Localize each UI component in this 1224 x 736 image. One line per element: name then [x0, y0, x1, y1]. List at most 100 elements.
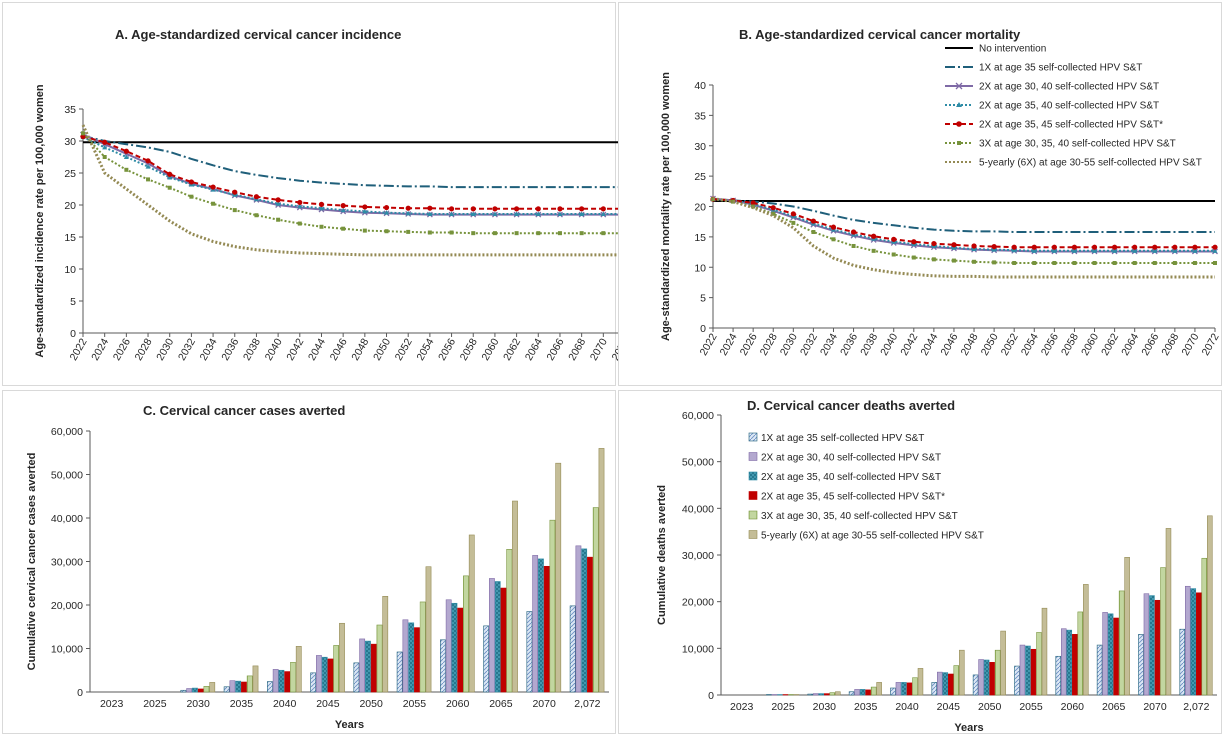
data-point-s3x: [601, 231, 606, 236]
data-point-s2x3545: [951, 242, 957, 248]
data-point-s2x3545: [102, 139, 108, 145]
x-tick-label: 2035: [230, 698, 254, 710]
x-tick-label: 2065: [1102, 701, 1126, 713]
data-point-s2x3540: [123, 154, 129, 159]
data-point-s3x: [81, 131, 85, 136]
data-point-s3x: [1132, 260, 1137, 265]
data-point-s3x: [1172, 260, 1177, 265]
data-point-s3x: [384, 229, 389, 234]
y-tick-label: 35: [64, 104, 76, 116]
y-tick-label: 20: [694, 202, 706, 214]
data-point-s2x3545: [1132, 244, 1138, 250]
bar-s2x3040: [978, 659, 984, 696]
bar-s2x3040: [1061, 628, 1067, 696]
x-tick-label: 2030: [154, 336, 176, 362]
data-point-s2x3545: [514, 206, 520, 212]
bar-s1x35: [1014, 665, 1020, 696]
bar-s1x35: [310, 672, 317, 693]
legend-label: 2X at age 35, 45 self-collected HPV S&T*: [761, 492, 945, 503]
y-tick-label: 10: [694, 262, 706, 274]
y-tick-label: 0: [700, 323, 706, 335]
x-tick-label: 2026: [738, 331, 760, 357]
data-point-s3x: [189, 194, 194, 199]
data-point-s2x3545: [891, 236, 897, 242]
legend-label: 2X at age 30, 40 self-collected HPV S&T: [761, 453, 941, 464]
data-point-s2x3540: [362, 208, 368, 214]
bar-s2x3545: [587, 556, 593, 693]
data-point-s2x3545: [253, 194, 260, 200]
bar-s2x3545: [1030, 648, 1037, 696]
x-tick-label: 2036: [838, 331, 860, 357]
bar-s2x3545: [241, 681, 247, 693]
x-tick-label: 2048: [349, 336, 371, 362]
y-axis-label: Age-standardized mortality rate per 100,…: [660, 72, 672, 341]
cases-averted-bar-chart: C. Cervical cancer cases averted Cumulati…: [26, 403, 609, 731]
bar-s1x35: [267, 681, 273, 693]
bar-s2x3540: [1066, 629, 1073, 696]
bar-s5y: [252, 665, 259, 693]
data-point-s3x: [831, 237, 836, 242]
bar-s2x3540: [538, 558, 544, 693]
legend-label: 5-yearly (6X) at age 30-55 self-collecte…: [979, 158, 1202, 169]
y-tick-label: 25: [64, 168, 76, 180]
data-point-s3x: [1032, 260, 1037, 265]
x-tick-label: 2032: [798, 331, 820, 357]
y-tick-label: 0: [70, 328, 76, 340]
data-point-s2x3545: [1091, 244, 1098, 250]
data-point-s3x: [102, 155, 107, 159]
legend-swatch-s2x3540: [748, 471, 758, 481]
data-point-s2x3545: [579, 206, 585, 212]
bar-s1x35: [223, 686, 230, 693]
bar-s2x3540: [1149, 595, 1155, 696]
legend-label: 2X at age 35, 40 self-collected HPV S&T: [761, 472, 941, 483]
data-point-s2x3545: [911, 239, 917, 245]
series-line-s2x3545: [82, 135, 625, 210]
x-tick-label: 2052: [999, 331, 1021, 357]
data-point-s3x: [972, 259, 977, 264]
data-point-s3x: [992, 260, 997, 265]
bar-s2x3545: [370, 643, 377, 693]
x-tick-label: 2030: [813, 701, 837, 713]
x-tick-label: 2066: [1139, 331, 1161, 357]
x-tick-label: 2030: [186, 698, 210, 710]
x-tick-label: 2025: [771, 701, 795, 713]
x-tick-label: 2024: [718, 331, 740, 357]
data-point-s2x3545: [275, 197, 281, 203]
x-tick-label: 2022: [68, 336, 90, 362]
data-point-s2x3540: [1051, 248, 1057, 253]
bar-s2x3540: [451, 602, 458, 693]
data-point-s2x3545: [991, 243, 997, 250]
bar-s3x: [290, 662, 296, 693]
data-point-s3x: [851, 243, 856, 248]
x-tick-label: 2024: [89, 336, 111, 362]
x-tick-label: 2,072: [1183, 701, 1209, 713]
data-point-s3x: [811, 230, 816, 235]
bar-s2x3540: [235, 680, 242, 693]
x-tick-label: 2050: [978, 701, 1002, 713]
legend-label: 2X at age 35, 45 self-collected HPV S&T*: [979, 120, 1163, 131]
bar-s1x35: [972, 674, 979, 696]
data-point-s2x3540: [340, 207, 346, 213]
legend-marker-s2x3040: [955, 82, 963, 90]
data-point-s3x: [406, 229, 411, 234]
bar-s2x3540: [278, 669, 285, 693]
bar-s3x: [333, 645, 340, 693]
bar-s2x3545: [284, 671, 291, 693]
data-point-s2x3545: [297, 199, 303, 206]
bar-s2x3040: [186, 688, 193, 693]
bar-s2x3540: [581, 548, 588, 693]
data-point-s3x: [1072, 260, 1077, 265]
data-point-s2x3545: [871, 233, 877, 239]
data-point-s3x: [124, 167, 129, 172]
x-tick-label: 2023: [100, 698, 124, 710]
x-tick-label: 2054: [414, 336, 436, 362]
data-point-s2x3540: [535, 211, 541, 216]
data-point-s2x3545: [1071, 244, 1078, 250]
data-point-s2x3540: [1011, 247, 1017, 253]
data-point-s3x: [1152, 260, 1157, 265]
x-tick-label: 2070: [1179, 331, 1201, 357]
y-tick-label: 5: [700, 293, 706, 305]
x-tick-label: 2065: [489, 698, 513, 710]
series-line-s5y: [712, 197, 1215, 279]
bar-s2x3545: [989, 662, 995, 696]
